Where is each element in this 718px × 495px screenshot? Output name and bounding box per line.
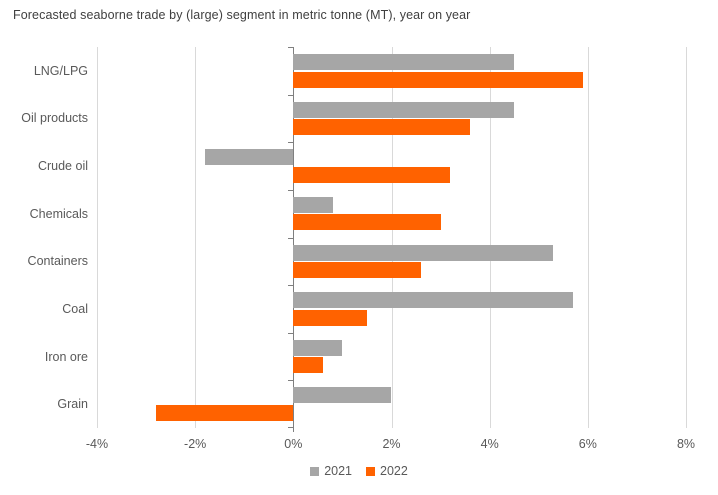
bar-2022-lng-lpg bbox=[293, 71, 583, 88]
bar-2021-grain bbox=[293, 387, 392, 404]
legend-item-2021: 2021 bbox=[310, 464, 352, 478]
bar-2021-containers bbox=[293, 244, 554, 261]
category-labels: LNG/LPG Oil products Crude oil Chemicals Con… bbox=[0, 47, 88, 428]
bar-2022-oil-products bbox=[293, 119, 471, 136]
gridline bbox=[587, 47, 589, 428]
x-axis-tick-label: 8% bbox=[676, 437, 696, 451]
axis-tick bbox=[288, 47, 294, 48]
bar-2022-crude-oil bbox=[293, 166, 451, 183]
x-axis-tick-label: 0% bbox=[284, 437, 303, 451]
axis-tick bbox=[288, 332, 294, 334]
plot-area bbox=[97, 47, 687, 432]
bar-2021-oil-products bbox=[293, 101, 515, 118]
bar-2022-containers bbox=[293, 262, 421, 278]
gridline bbox=[686, 47, 687, 428]
bar-2022-grain bbox=[155, 404, 294, 421]
axis-tick bbox=[288, 427, 294, 428]
x-axis-tick-label: -2% bbox=[184, 437, 207, 451]
zero-axis-line bbox=[293, 47, 295, 432]
legend: 2021 2022 bbox=[0, 464, 718, 478]
gridline bbox=[195, 47, 197, 428]
category-label-chemicals: Chemicals bbox=[29, 206, 88, 221]
chart-title: Forecasted seaborne trade by (large) seg… bbox=[13, 8, 471, 22]
category-label-containers: Containers bbox=[27, 254, 88, 269]
legend-label-2021: 2021 bbox=[324, 464, 352, 478]
bar-2021-chemicals bbox=[293, 196, 333, 213]
bar-2022-iron-ore bbox=[293, 357, 323, 374]
x-axis-labels: -4% -2% 0% 2% 4% 6% 8% bbox=[86, 437, 695, 453]
category-label-lng-lpg: LNG/LPG bbox=[33, 63, 88, 78]
category-label-crude-oil: Crude oil bbox=[37, 159, 88, 174]
category-label-coal: Coal bbox=[62, 301, 88, 316]
legend-label-2022: 2022 bbox=[380, 464, 408, 478]
bar-2021-coal bbox=[293, 292, 574, 309]
x-axis-tick-label: 6% bbox=[578, 437, 597, 451]
bar-2022-coal bbox=[293, 309, 367, 326]
category-label-iron-ore: Iron ore bbox=[44, 349, 88, 364]
gridline bbox=[391, 47, 393, 428]
axis-tick bbox=[288, 94, 294, 96]
bar-2021-lng-lpg bbox=[293, 54, 515, 70]
bar-2021-iron-ore bbox=[293, 339, 343, 356]
gridline bbox=[97, 47, 98, 428]
gridline bbox=[489, 47, 491, 428]
axis-tick bbox=[288, 380, 294, 382]
axis-tick bbox=[288, 237, 294, 239]
x-axis-tick-label: 4% bbox=[480, 437, 499, 451]
x-axis-tick-label: 2% bbox=[382, 437, 401, 451]
axis-tick bbox=[288, 189, 294, 191]
bar-2021-crude-oil bbox=[204, 149, 294, 166]
bar-2022-chemicals bbox=[293, 214, 441, 231]
legend-swatch-2021 bbox=[310, 466, 320, 476]
x-axis-tick-label: -4% bbox=[85, 437, 109, 451]
category-label-grain: Grain bbox=[57, 397, 88, 412]
axis-tick bbox=[288, 285, 294, 287]
legend-swatch-2022 bbox=[366, 466, 375, 476]
axis-tick bbox=[288, 142, 294, 144]
category-label-oil-products: Oil products bbox=[21, 111, 88, 126]
legend-item-2022: 2022 bbox=[366, 464, 408, 478]
